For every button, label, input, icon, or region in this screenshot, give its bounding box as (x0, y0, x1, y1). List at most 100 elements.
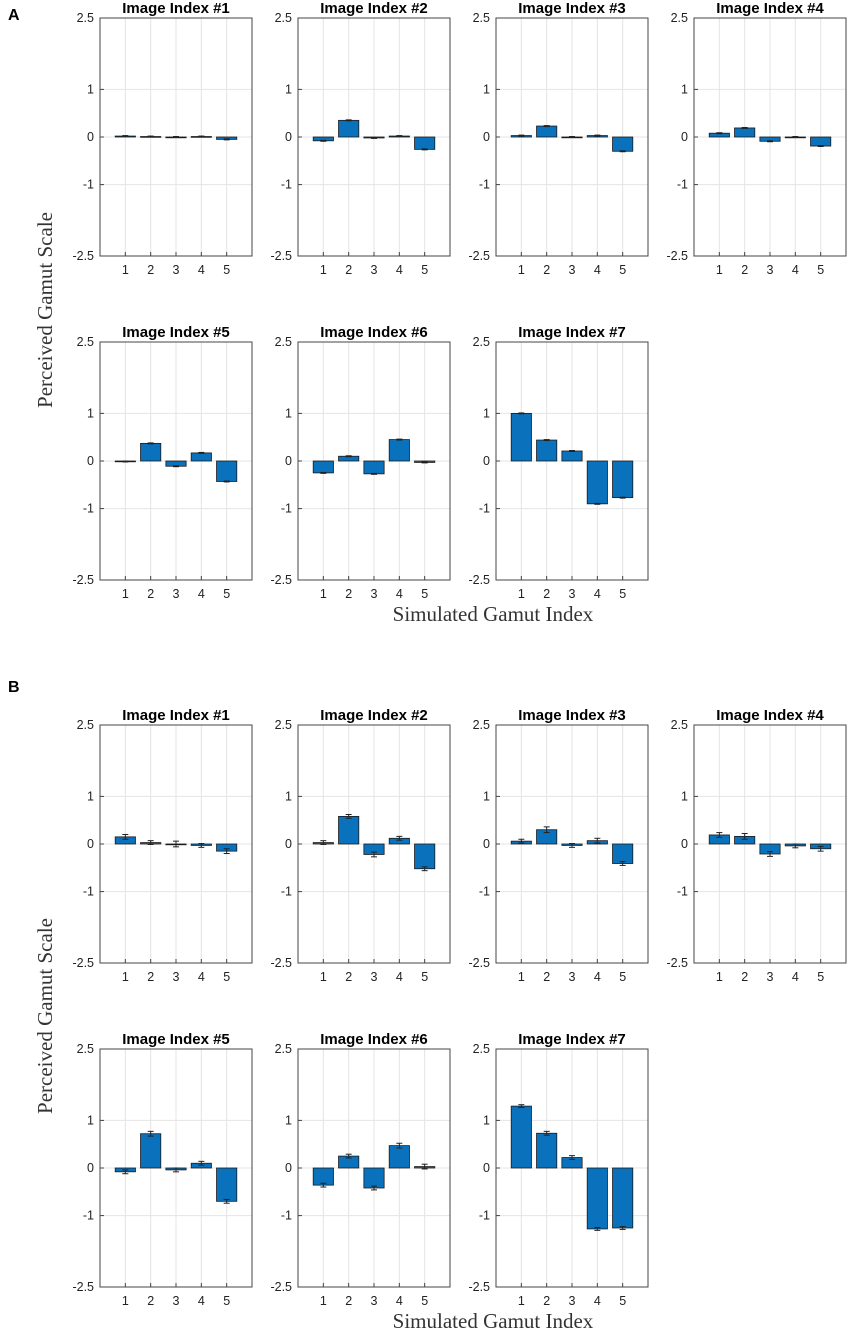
y-tick-label: 0 (87, 837, 94, 851)
subplot-a-1: -2.5 -1 0 1 2.5 1 2 3 4 5 Image Index #1 (72, 0, 253, 277)
y-tick-label: -2.5 (666, 249, 688, 263)
bar (312, 1167, 334, 1186)
y-tick-label: 0 (483, 1161, 490, 1175)
y-tick-label: -1 (83, 178, 94, 192)
x-tick-label: 3 (173, 970, 180, 984)
y-tick-label: 2.5 (77, 335, 94, 349)
subplot-a-6: -2.5 -1 0 1 2.5 1 2 3 4 5 Image Index #6 (270, 324, 451, 601)
x-tick-label: 2 (543, 263, 550, 277)
y-tick-label: 0 (483, 130, 490, 144)
y-tick-label: -1 (281, 502, 292, 516)
bar (612, 460, 634, 499)
y-tick-label: 2.5 (275, 718, 292, 732)
x-tick-label: 4 (396, 587, 403, 601)
bar (612, 1167, 634, 1229)
panel-a-xlabel: Simulated Gamut Index (393, 602, 594, 626)
y-tick-label: -2.5 (468, 956, 490, 970)
x-tick-label: 2 (543, 970, 550, 984)
x-tick-label: 5 (619, 587, 626, 601)
y-tick-label: -2.5 (72, 249, 94, 263)
y-tick-label: 0 (681, 837, 688, 851)
x-tick-label: 4 (594, 970, 601, 984)
subplot-title: Image Index #6 (320, 1031, 428, 1048)
subplot-b-2: -2.5 -1 0 1 2.5 1 2 3 4 5 Image Index #2 (270, 707, 451, 984)
x-tick-label: 2 (345, 1294, 352, 1308)
x-tick-label: 5 (619, 1294, 626, 1308)
bar (561, 450, 583, 462)
bar (510, 1105, 532, 1169)
x-tick-label: 1 (122, 970, 129, 984)
y-tick-label: -1 (479, 885, 490, 899)
bar (363, 1167, 385, 1189)
x-tick-label: 5 (223, 263, 230, 277)
x-tick-label: 5 (223, 970, 230, 984)
y-tick-label: -2.5 (270, 573, 292, 587)
bar (388, 439, 410, 462)
bar (140, 442, 162, 462)
x-tick-label: 1 (320, 970, 327, 984)
x-tick-label: 4 (396, 970, 403, 984)
subplot-title: Image Index #6 (320, 324, 428, 341)
x-tick-label: 4 (594, 587, 601, 601)
y-tick-label: -2.5 (72, 1280, 94, 1294)
bar (216, 1167, 238, 1202)
y-tick-label: 1 (285, 82, 292, 96)
x-tick-label: 4 (792, 970, 799, 984)
y-tick-label: -1 (677, 178, 688, 192)
x-tick-label: 2 (147, 1294, 154, 1308)
y-tick-label: 1 (483, 789, 490, 803)
x-tick-label: 4 (594, 263, 601, 277)
bar (312, 460, 334, 474)
x-tick-label: 1 (122, 263, 129, 277)
x-tick-label: 2 (543, 587, 550, 601)
bar (536, 1132, 558, 1169)
y-tick-label: -1 (479, 178, 490, 192)
x-tick-label: 3 (371, 263, 378, 277)
x-tick-label: 1 (518, 970, 525, 984)
x-tick-label: 3 (569, 970, 576, 984)
x-tick-label: 1 (122, 1294, 129, 1308)
y-tick-label: 1 (285, 789, 292, 803)
subplot-title: Image Index #3 (518, 707, 626, 724)
y-tick-label: 2.5 (473, 1042, 490, 1056)
y-tick-label: 2.5 (671, 11, 688, 25)
y-tick-label: 1 (483, 406, 490, 420)
x-tick-label: 3 (767, 970, 774, 984)
x-tick-label: 4 (594, 1294, 601, 1308)
x-tick-label: 5 (817, 970, 824, 984)
x-tick-label: 1 (320, 263, 327, 277)
bar (363, 460, 385, 475)
y-tick-label: 2.5 (473, 11, 490, 25)
bar (612, 843, 634, 864)
subplot-title: Image Index #2 (320, 707, 428, 724)
y-tick-label: 1 (681, 789, 688, 803)
bar (140, 1133, 162, 1169)
y-tick-label: 0 (285, 837, 292, 851)
x-tick-label: 3 (371, 1294, 378, 1308)
x-tick-label: 3 (173, 1294, 180, 1308)
subplot-a-5: -2.5 -1 0 1 2.5 1 2 3 4 5 Image Index #5 (72, 324, 253, 601)
x-tick-label: 3 (569, 587, 576, 601)
y-tick-label: 1 (285, 1113, 292, 1127)
x-tick-label: 1 (320, 1294, 327, 1308)
x-tick-label: 1 (122, 587, 129, 601)
subplot-a-3: -2.5 -1 0 1 2.5 1 2 3 4 5 Image Index #3 (468, 0, 649, 277)
x-tick-label: 1 (716, 970, 723, 984)
y-tick-label: -1 (281, 178, 292, 192)
y-tick-label: -1 (479, 1209, 490, 1223)
bar (586, 1167, 608, 1230)
x-tick-label: 5 (223, 1294, 230, 1308)
x-tick-label: 1 (716, 263, 723, 277)
subplot-a-4: -2.5 -1 0 1 2.5 1 2 3 4 5 Image Index #4 (666, 0, 847, 277)
y-tick-label: -1 (83, 502, 94, 516)
y-tick-label: 0 (483, 454, 490, 468)
y-tick-label: -1 (479, 502, 490, 516)
bar (810, 136, 832, 147)
x-tick-label: 5 (223, 587, 230, 601)
subplot-title: Image Index #4 (716, 707, 824, 724)
bar (190, 452, 212, 462)
subplot-a-7: -2.5 -1 0 1 2.5 1 2 3 4 5 Image Index #7 (468, 324, 649, 601)
subplot-b-7: -2.5 -1 0 1 2.5 1 2 3 4 5 Image Index #7 (468, 1031, 649, 1308)
x-tick-label: 5 (421, 1294, 428, 1308)
y-tick-label: -1 (83, 885, 94, 899)
